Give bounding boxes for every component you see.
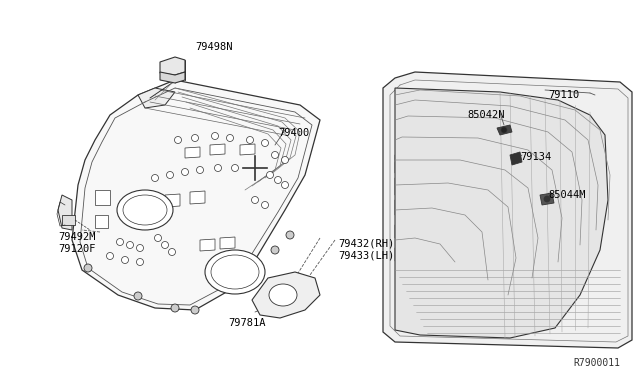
Ellipse shape — [191, 135, 198, 141]
Ellipse shape — [266, 171, 273, 179]
Polygon shape — [95, 215, 108, 228]
Polygon shape — [185, 147, 200, 158]
Ellipse shape — [171, 304, 179, 312]
Ellipse shape — [134, 292, 142, 300]
Ellipse shape — [123, 195, 167, 225]
Ellipse shape — [252, 196, 259, 203]
Ellipse shape — [269, 284, 297, 306]
Ellipse shape — [271, 246, 279, 254]
Text: 79432(RH): 79432(RH) — [338, 238, 394, 248]
Ellipse shape — [116, 238, 124, 246]
Polygon shape — [383, 72, 632, 348]
Text: R7900011: R7900011 — [573, 358, 620, 368]
Polygon shape — [395, 175, 408, 195]
Ellipse shape — [275, 176, 282, 183]
Text: 79492M: 79492M — [58, 232, 95, 242]
Ellipse shape — [262, 202, 269, 208]
Ellipse shape — [227, 135, 234, 141]
Ellipse shape — [168, 248, 175, 256]
Ellipse shape — [161, 241, 168, 248]
Ellipse shape — [117, 190, 173, 230]
Polygon shape — [240, 144, 255, 155]
Text: 79134: 79134 — [520, 152, 551, 162]
Ellipse shape — [501, 127, 507, 133]
Ellipse shape — [152, 174, 159, 182]
Ellipse shape — [246, 137, 253, 144]
Ellipse shape — [262, 140, 269, 147]
Ellipse shape — [191, 306, 199, 314]
Polygon shape — [160, 72, 185, 83]
Ellipse shape — [106, 253, 113, 260]
Polygon shape — [58, 195, 72, 230]
Ellipse shape — [122, 257, 129, 263]
Text: 79120F: 79120F — [58, 244, 95, 254]
Ellipse shape — [211, 255, 259, 289]
Polygon shape — [220, 237, 235, 249]
Text: 79781A: 79781A — [228, 318, 266, 328]
Text: 79110: 79110 — [548, 90, 579, 100]
Polygon shape — [200, 239, 215, 251]
Polygon shape — [62, 215, 75, 225]
Ellipse shape — [282, 182, 289, 189]
Ellipse shape — [175, 137, 182, 144]
Ellipse shape — [211, 132, 218, 140]
Polygon shape — [160, 57, 185, 75]
Ellipse shape — [205, 250, 265, 294]
Polygon shape — [165, 194, 180, 207]
Polygon shape — [395, 88, 608, 338]
Ellipse shape — [84, 264, 92, 272]
Ellipse shape — [196, 167, 204, 173]
Polygon shape — [252, 272, 320, 318]
Ellipse shape — [271, 151, 278, 158]
Ellipse shape — [232, 164, 239, 171]
Ellipse shape — [127, 241, 134, 248]
Polygon shape — [210, 144, 225, 155]
Ellipse shape — [166, 171, 173, 179]
Text: 79433(LH): 79433(LH) — [338, 250, 394, 260]
Polygon shape — [95, 190, 110, 205]
Polygon shape — [497, 125, 512, 135]
Polygon shape — [190, 191, 205, 204]
Ellipse shape — [214, 164, 221, 171]
Ellipse shape — [136, 259, 143, 266]
Polygon shape — [138, 88, 175, 108]
Ellipse shape — [282, 157, 289, 164]
Polygon shape — [72, 80, 320, 310]
Polygon shape — [510, 152, 522, 165]
Ellipse shape — [136, 244, 143, 251]
Ellipse shape — [544, 196, 550, 202]
Ellipse shape — [286, 231, 294, 239]
Polygon shape — [395, 245, 402, 261]
Polygon shape — [395, 222, 404, 238]
Text: 79400: 79400 — [278, 128, 309, 138]
Ellipse shape — [182, 169, 189, 176]
Polygon shape — [395, 152, 410, 173]
Text: 85044M: 85044M — [548, 190, 586, 200]
Text: 85042N: 85042N — [467, 110, 504, 120]
Text: 79498N: 79498N — [195, 42, 232, 52]
Polygon shape — [395, 197, 406, 215]
Polygon shape — [540, 193, 554, 205]
Ellipse shape — [154, 234, 161, 241]
